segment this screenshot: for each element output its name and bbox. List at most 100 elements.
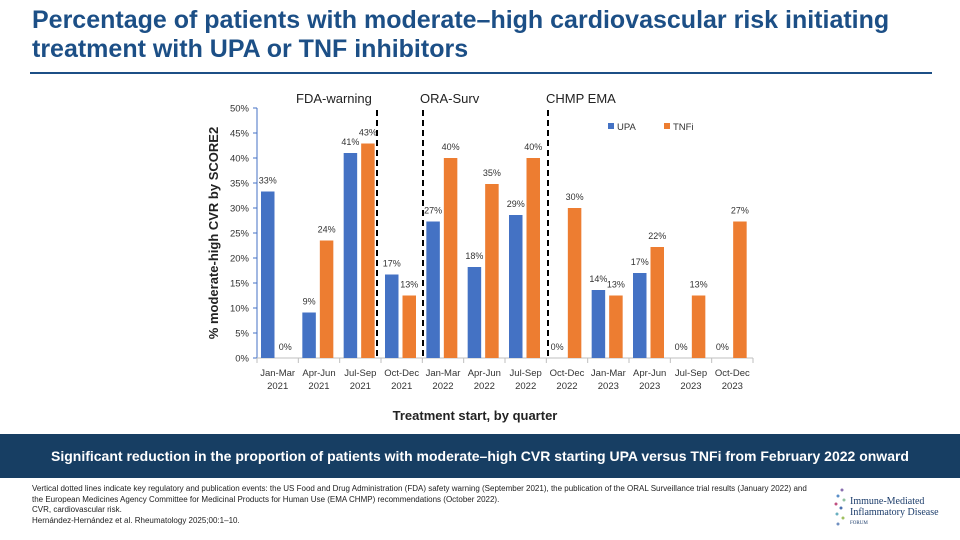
data-label-tnfi: 35% bbox=[483, 168, 501, 178]
bar-tnfi bbox=[361, 143, 375, 358]
x-tick-label-year: 2021 bbox=[308, 381, 329, 392]
data-label-upa: 18% bbox=[465, 251, 483, 261]
data-label-upa: 17% bbox=[383, 259, 401, 269]
data-label-upa: 17% bbox=[631, 257, 649, 267]
data-label-tnfi: 0% bbox=[279, 342, 292, 352]
data-label-upa: 14% bbox=[589, 274, 607, 284]
event-label: ORA-Surv bbox=[420, 91, 480, 106]
bar-chart: 0% 5% 10% 15% 20% 25% 30% 35% 40% 45% 50% Jan-Mar 20… bbox=[206, 91, 754, 423]
data-label-upa: 0% bbox=[551, 342, 564, 352]
data-label-tnfi: 30% bbox=[566, 192, 584, 202]
x-tick-label-year: 2021 bbox=[267, 381, 288, 392]
bar-tnfi bbox=[691, 295, 706, 358]
data-label-upa: 27% bbox=[424, 206, 442, 216]
data-label-tnfi: 40% bbox=[442, 142, 460, 152]
bar-upa bbox=[343, 153, 358, 358]
x-tick-label-year: 2022 bbox=[556, 381, 577, 392]
data-label-tnfi: 13% bbox=[400, 280, 418, 290]
bar-tnfi bbox=[443, 158, 458, 358]
bar-upa bbox=[385, 274, 399, 358]
bar-upa bbox=[261, 191, 275, 358]
bar-tnfi bbox=[609, 295, 623, 358]
bar-tnfi bbox=[319, 240, 334, 358]
data-label-tnfi: 13% bbox=[607, 280, 625, 290]
x-tick-label-year: 2022 bbox=[432, 381, 453, 392]
footnote-abbrev: CVR, cardiovascular risk. bbox=[32, 505, 122, 514]
y-tick-label: 15% bbox=[230, 279, 250, 290]
x-tick-label: Oct-Dec bbox=[384, 368, 419, 379]
data-label-upa: 41% bbox=[341, 137, 359, 147]
x-tick-label: Oct-Dec bbox=[550, 368, 585, 379]
x-tick-label: Jan-Mar bbox=[426, 368, 461, 379]
x-tick-label: Jul-Sep bbox=[675, 368, 707, 379]
logo-line2: Inflammatory Disease bbox=[850, 507, 939, 518]
x-tick-label-year: 2023 bbox=[639, 381, 660, 392]
bar-tnfi bbox=[567, 208, 582, 358]
y-tick-label: 5% bbox=[235, 329, 249, 340]
x-tick-label: Apr-Jun bbox=[468, 368, 501, 379]
data-label-upa: 0% bbox=[716, 342, 729, 352]
legend-swatch-upa bbox=[608, 123, 614, 129]
data-label-tnfi: 43% bbox=[359, 128, 377, 138]
data-label-tnfi: 13% bbox=[690, 280, 708, 290]
bar-upa bbox=[302, 312, 316, 358]
logo-line3: FORUM bbox=[850, 521, 868, 526]
bar-upa bbox=[591, 290, 606, 358]
title-rule bbox=[30, 72, 932, 74]
data-label-tnfi: 27% bbox=[731, 206, 749, 216]
x-tick-label-year: 2023 bbox=[598, 381, 619, 392]
x-axis-title: Treatment start, by quarter bbox=[393, 408, 558, 423]
data-label-upa: 33% bbox=[259, 176, 277, 186]
x-tick-label-year: 2021 bbox=[350, 381, 371, 392]
bar-tnfi bbox=[485, 184, 499, 358]
data-label-tnfi: 22% bbox=[648, 231, 666, 241]
forum-logo: Immune-Mediated Inflammatory Disease FOR… bbox=[832, 482, 942, 532]
y-axis-title: % moderate-high CVR by SCORE2 bbox=[206, 127, 221, 339]
y-tick-label: 25% bbox=[230, 229, 250, 240]
x-tick-label-year: 2023 bbox=[680, 381, 701, 392]
x-tick-label: Apr-Jun bbox=[302, 368, 335, 379]
x-tick-label-year: 2022 bbox=[474, 381, 495, 392]
x-tick-label: Apr-Jun bbox=[633, 368, 666, 379]
footnote-events: Vertical dotted lines indicate key regul… bbox=[32, 484, 807, 504]
x-tick-label-year: 2022 bbox=[515, 381, 536, 392]
bar-tnfi bbox=[733, 221, 747, 358]
x-tick-label: Jul-Sep bbox=[510, 368, 542, 379]
bar-upa bbox=[509, 215, 523, 358]
x-tick-label: Oct-Dec bbox=[715, 368, 750, 379]
y-tick-label: 50% bbox=[230, 104, 250, 115]
footnotes: Vertical dotted lines indicate key regul… bbox=[32, 484, 812, 526]
footnote-citation: Hernández-Hernández et al. Rheumatology … bbox=[32, 515, 240, 525]
data-label-upa: 0% bbox=[675, 342, 688, 352]
bar-tnfi bbox=[650, 247, 664, 358]
key-finding-banner: Significant reduction in the proportion … bbox=[0, 434, 960, 478]
logo-dots-icon bbox=[834, 488, 846, 526]
x-tick-label: Jan-Mar bbox=[591, 368, 626, 379]
bar-upa bbox=[426, 221, 440, 358]
y-tick-label: 0% bbox=[235, 354, 249, 365]
bar-tnfi bbox=[402, 295, 416, 358]
bar-tnfi bbox=[526, 158, 540, 358]
bar-upa bbox=[633, 273, 647, 358]
bar-upa bbox=[467, 267, 482, 358]
data-label-tnfi: 24% bbox=[318, 225, 336, 235]
y-tick-label: 10% bbox=[230, 304, 250, 315]
y-tick-label: 20% bbox=[230, 254, 250, 265]
data-label-upa: 29% bbox=[507, 199, 525, 209]
legend-swatch-tnfi bbox=[664, 123, 670, 129]
legend-label-tnfi: TNFi bbox=[673, 122, 694, 133]
data-label-upa: 9% bbox=[303, 297, 316, 307]
x-tick-label: Jan-Mar bbox=[260, 368, 295, 379]
y-tick-label: 40% bbox=[230, 154, 250, 165]
data-label-tnfi: 40% bbox=[524, 142, 542, 152]
x-tick-label-year: 2021 bbox=[391, 381, 412, 392]
event-label: CHMP EMA bbox=[546, 91, 616, 106]
y-tick-label: 35% bbox=[230, 179, 250, 190]
logo-line1: Immune-Mediated bbox=[850, 496, 925, 507]
y-tick-label: 30% bbox=[230, 204, 250, 215]
y-tick-label: 45% bbox=[230, 129, 250, 140]
event-label: FDA-warning bbox=[296, 91, 372, 106]
x-tick-label-year: 2023 bbox=[722, 381, 743, 392]
page-title: Percentage of patients with moderate–hig… bbox=[32, 6, 890, 63]
legend-label-upa: UPA bbox=[617, 122, 636, 133]
